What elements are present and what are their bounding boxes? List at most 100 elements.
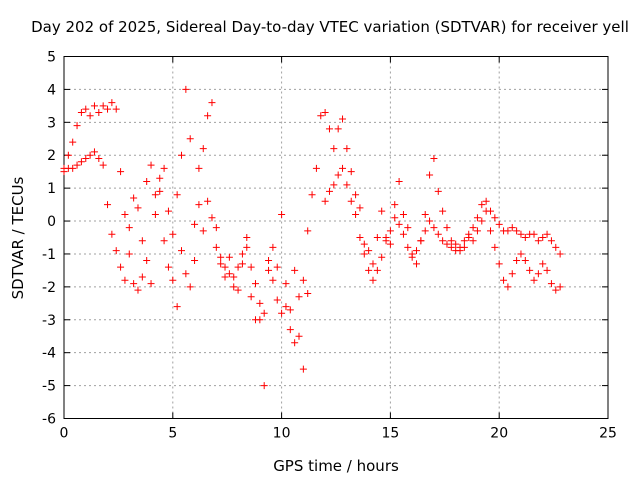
data-point [404,224,412,232]
data-point [382,237,390,245]
data-point [282,303,290,311]
data-point [369,276,377,284]
data-point [238,250,246,258]
data-point [556,283,564,291]
data-point [513,257,521,265]
data-point [221,273,229,281]
x-tick-label: 15 [381,426,399,442]
y-tick-label: -6 [42,412,56,428]
x-tick-label: 10 [273,426,291,442]
data-point [513,227,521,235]
data-point [217,253,225,261]
data-point [69,164,77,172]
data-point [517,230,525,238]
data-point [434,230,442,238]
data-point [504,283,512,291]
data-point [530,230,538,238]
data-point [330,181,338,189]
data-point [60,168,68,176]
data-point [443,224,451,232]
data-point [117,168,125,176]
plot-frame [63,56,609,419]
data-point [334,125,342,133]
data-point [421,210,429,218]
y-axis-label: SDTVAR / TECUs [9,176,27,300]
data-point [391,214,399,222]
y-tick-label: 3 [47,115,56,131]
data-point [86,151,94,159]
data-point [182,270,190,278]
chart-title: Day 202 of 2025, Sidereal Day-to-day VTE… [31,18,629,36]
data-point [204,112,212,120]
data-point [452,240,460,248]
data-point [360,250,368,258]
data-point [330,145,338,153]
data-point [247,293,255,301]
data-point [112,105,120,113]
data-point [325,125,333,133]
data-point [299,276,307,284]
data-point [373,266,381,274]
data-point [434,187,442,195]
data-point [260,382,268,390]
data-point [526,266,534,274]
y-tick-label: -5 [42,379,56,395]
data-point [208,214,216,222]
data-point [539,234,547,241]
data-point [482,197,490,205]
data-point [465,230,473,238]
data-point [108,230,116,238]
y-tick-label: 0 [47,214,56,230]
data-point [508,224,516,232]
data-point [282,280,290,288]
data-point [173,303,181,311]
data-point [121,210,129,218]
data-point [378,207,386,215]
data-point [426,171,434,179]
data-point [508,270,516,278]
data-point [95,108,103,116]
data-point [151,210,159,218]
data-point [539,260,547,268]
data-point [164,207,172,215]
data-point [373,234,381,241]
data-point [143,257,151,265]
data-point [352,191,360,199]
data-point [265,257,273,265]
data-point [73,122,81,130]
data-point [430,224,438,232]
x-axis-label: GPS time / hours [273,457,399,475]
data-point [543,230,551,238]
data-point [112,247,120,255]
data-point [130,280,138,288]
data-point [447,237,455,245]
data-point [230,273,238,281]
y-tick-label: 1 [47,181,56,197]
data-point [443,240,451,248]
data-point [82,105,90,113]
data-point [343,181,351,189]
data-point [160,237,168,245]
data-point [534,237,542,245]
data-point [295,293,303,301]
data-point [295,332,303,340]
data-point [195,164,203,172]
data-point [82,155,90,163]
y-tick-label: 4 [47,82,56,98]
data-point [408,253,416,261]
data-point [77,158,85,166]
data-point [304,227,312,235]
data-point [404,243,412,251]
y-tick-label: -1 [42,247,56,263]
grid-lines [64,56,608,419]
data-point [69,138,77,146]
data-point [347,197,355,205]
data-point [182,85,190,93]
data-point [517,250,525,258]
data-point [234,286,242,294]
data-point [173,191,181,199]
data-point [230,283,238,291]
data-point [325,187,333,195]
data-point [304,289,312,297]
data-point [308,191,316,199]
